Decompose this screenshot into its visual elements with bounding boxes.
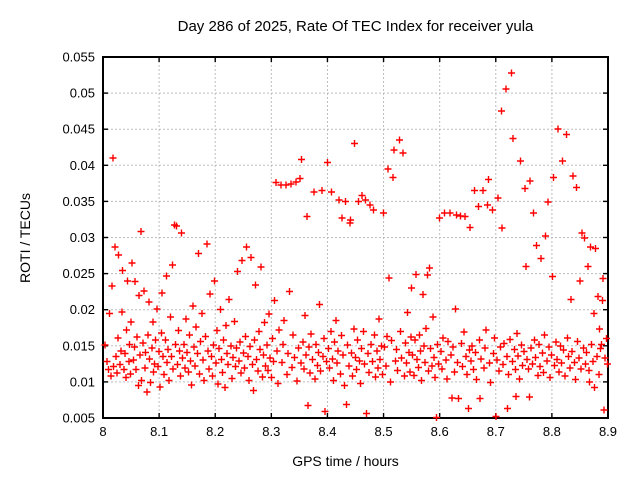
y-tick-label: 0.04 [70, 158, 95, 173]
x-tick-label: 8.4 [318, 424, 336, 439]
x-tick-label: 8.6 [431, 424, 449, 439]
x-tick-label: 8.5 [375, 424, 393, 439]
y-tick-label: 0.015 [62, 338, 95, 353]
x-tick-label: 8.8 [543, 424, 561, 439]
y-tick-labels: 0.005 0.01 0.015 0.02 0.025 0.03 0.035 0.04 0.04… [62, 50, 95, 426]
y-tick-label: 0.01 [70, 374, 95, 389]
plot-border [102, 56, 609, 419]
x-tick-labels: 8 8.1 8.2 8.3 8.4 8.5 8.6 8.7 8.8 8.9 [99, 424, 617, 439]
x-tick-label: 8 [99, 424, 106, 439]
y-tick-label: 0.025 [62, 266, 95, 281]
x-axis-label: GPS time / hours [292, 453, 399, 469]
y-tick-label: 0.055 [62, 50, 95, 65]
chart-title: Day 286 of 2025, Rate Of TEC Index for r… [177, 18, 534, 35]
x-tick-label: 8.2 [206, 424, 224, 439]
y-tick-label: 0.005 [62, 411, 95, 426]
y-tick-label: 0.03 [70, 230, 95, 245]
x-tick-label: 8.3 [262, 424, 280, 439]
x-tick-label: 8.1 [150, 424, 168, 439]
scatter-points [101, 69, 611, 421]
x-tick-label: 8.9 [599, 424, 617, 439]
y-tick-label: 0.035 [62, 194, 95, 209]
y-tick-label: 0.05 [70, 86, 95, 101]
y-tick-label: 0.045 [62, 122, 95, 137]
y-tick-label: 0.02 [70, 302, 95, 317]
x-tick-label: 8.7 [487, 424, 505, 439]
